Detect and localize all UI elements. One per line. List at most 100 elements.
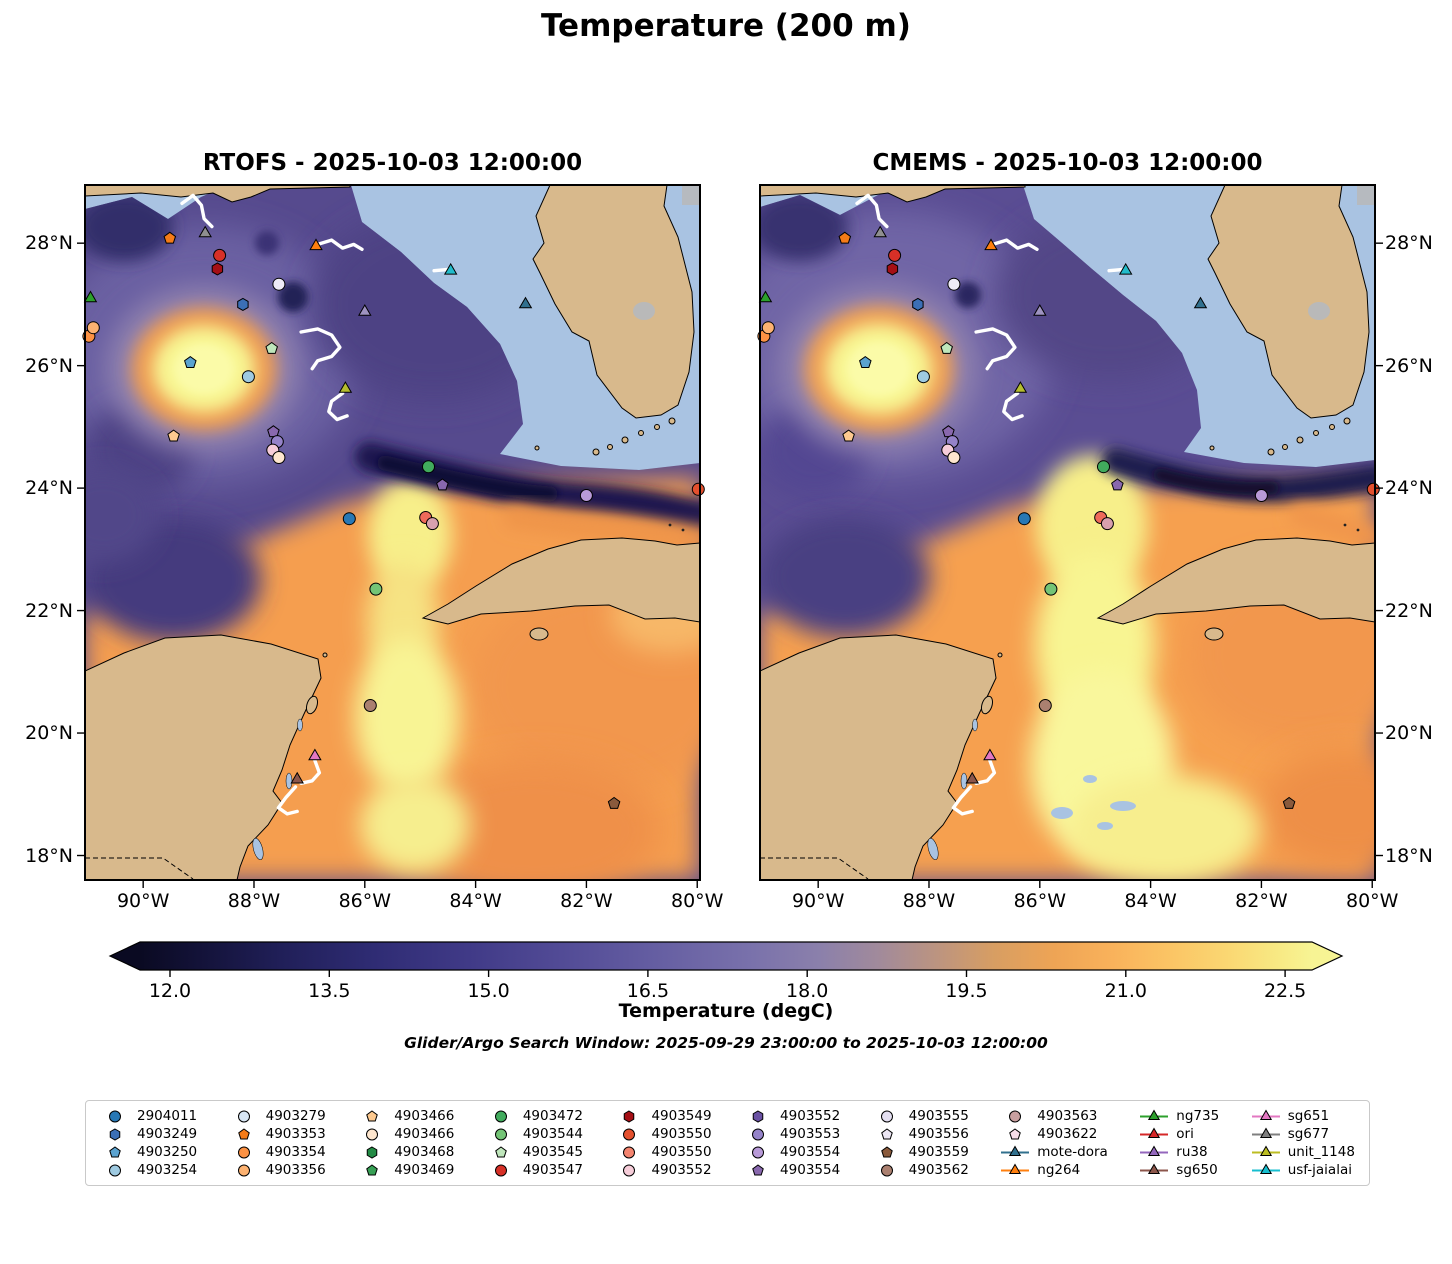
glider-track-usf-jaialai [432, 267, 450, 273]
legend-item-sg650: sg650 [1139, 1162, 1219, 1178]
legend-item-4903545: 4903545 [486, 1144, 583, 1160]
legend-item-4903552: 4903552 [743, 1108, 840, 1124]
marker-sg677 [873, 225, 887, 238]
coastal-lagoon [297, 718, 303, 732]
legend-item-4903353: 4903353 [229, 1126, 326, 1142]
marker-ng264 [984, 238, 998, 251]
float-legend-marker-icon [880, 1146, 893, 1158]
legend-item-4903549: 4903549 [614, 1108, 712, 1124]
observations-layer-cmems [757, 193, 1380, 816]
float-legend-marker-icon [109, 1164, 121, 1177]
legend-item-4903547: 4903547 [486, 1162, 583, 1178]
political-border [85, 857, 194, 880]
marker-ng264 [309, 238, 323, 251]
marker-sg651 [983, 748, 997, 761]
legend-label: unit_1148 [1287, 1144, 1355, 1160]
marker-ru38 [1033, 304, 1047, 316]
marker-4903353 [163, 231, 177, 244]
x-tick-label: 88°W [227, 890, 281, 912]
search-window-subtitle: Glider/Argo Search Window: 2025-09-29 23… [404, 1034, 1048, 1052]
legend-item-4903556: 4903556 [872, 1126, 969, 1142]
legend-item-4903279: 4903279 [229, 1108, 326, 1124]
marker-ng735 [758, 290, 773, 303]
marker-4903563 [1100, 517, 1114, 531]
marker-4903559 [1282, 796, 1296, 809]
y-tick-label: 18°N [1385, 844, 1433, 867]
glider-track-usf-jaialai [1107, 267, 1125, 273]
float-legend-marker-icon [752, 1128, 765, 1141]
glider-track-sg651 [974, 758, 997, 785]
marker-2904011 [1017, 512, 1031, 526]
legend-label: 4903466 [394, 1126, 455, 1142]
marker-ru38 [358, 304, 372, 316]
legend-item-ng264: ng264 [1000, 1162, 1108, 1178]
marker-sg677 [198, 225, 212, 238]
marker-4903472 [422, 460, 435, 474]
marker-sg650 [965, 771, 979, 784]
marker-4903550 [691, 482, 705, 496]
marker-4903472 [1097, 460, 1110, 474]
float-legend-marker-icon [495, 1146, 507, 1158]
glider-track-ng264 [315, 238, 364, 252]
marker-4903550 [1366, 482, 1380, 496]
marker-4903254 [916, 370, 930, 384]
marker-4903549 [886, 262, 899, 276]
float-legend-marker-icon [237, 1128, 250, 1140]
legend-item-4903250: 4903250 [100, 1144, 197, 1160]
y-tick-label: 28°N [25, 232, 73, 255]
land-florida [532, 185, 695, 419]
legend-item-4903622: 4903622 [1000, 1126, 1108, 1142]
marker-sg650 [290, 771, 304, 784]
float-legend-marker-icon [880, 1164, 893, 1177]
legend-item-sg677: sg677 [1251, 1126, 1355, 1142]
legend-label: ng735 [1176, 1108, 1220, 1124]
marker-4903466 [947, 451, 961, 464]
legend-label: 4903472 [522, 1108, 583, 1124]
x-tick-label: 82°W [1235, 890, 1288, 912]
marker-mote-dora [1193, 296, 1208, 309]
map-rtofs [77, 184, 705, 888]
legend-item-4903559: 4903559 [872, 1144, 969, 1160]
legend-label: 4903249 [137, 1126, 198, 1142]
float-legend-marker-icon [624, 1110, 635, 1123]
float-legend-marker-icon [366, 1110, 379, 1122]
glider-track-ng264 [990, 238, 1039, 252]
glider-track-ru38 [974, 327, 1017, 371]
legend-label: mote-dora [1037, 1144, 1108, 1160]
marker-4903353 [838, 231, 852, 244]
float-legend-marker-icon [752, 1164, 764, 1176]
legend-label: 4903552 [780, 1108, 841, 1124]
marker-4903562 [363, 699, 377, 712]
legend-item-4903466: 4903466 [357, 1108, 454, 1124]
legend-item-4903550: 4903550 [614, 1126, 712, 1142]
glider-legend-marker-icon [1251, 1163, 1280, 1174]
float-legend-marker-icon [623, 1164, 636, 1177]
marker-4903554 [1254, 489, 1268, 502]
y-tick-label: 20°N [1385, 722, 1433, 745]
x-tick-label: 80°W [1345, 890, 1399, 912]
marker-4903562 [1038, 699, 1052, 712]
colorbar-tick-label: 15.0 [467, 980, 509, 1002]
marker-4903555 [272, 277, 286, 291]
legend-label: 4903549 [651, 1108, 712, 1124]
y-tick-label: 24°N [1385, 477, 1433, 500]
legend-item-usf-jaialai: usf-jaialai [1251, 1162, 1355, 1178]
marker-4903554 [1111, 478, 1124, 491]
y-tick-label: 26°N [25, 354, 73, 377]
y-tick-label: 24°N [25, 477, 73, 500]
marker-usf-jaialai [1118, 262, 1133, 275]
float-legend-marker-icon [366, 1128, 379, 1141]
land-mississippi-delta [85, 185, 351, 203]
y-tick-label: 18°N [25, 844, 73, 867]
glider-legend-marker-icon [1140, 1145, 1169, 1156]
legend-label: 4903545 [522, 1144, 583, 1160]
legend-item-4903562: 4903562 [872, 1162, 969, 1178]
colorbar: 12.0 13.5 15.0 16.5 18.0 19.5 21.0 22.5 [108, 941, 1344, 1002]
legend-label: 4903550 [651, 1126, 712, 1142]
y-tick-label: 26°N [1385, 354, 1433, 377]
marker-4903544 [369, 582, 383, 596]
x-tick-label: 82°W [560, 890, 613, 912]
legend-item-2904011: 2904011 [100, 1108, 197, 1124]
glider-legend-marker-icon [1251, 1109, 1280, 1120]
